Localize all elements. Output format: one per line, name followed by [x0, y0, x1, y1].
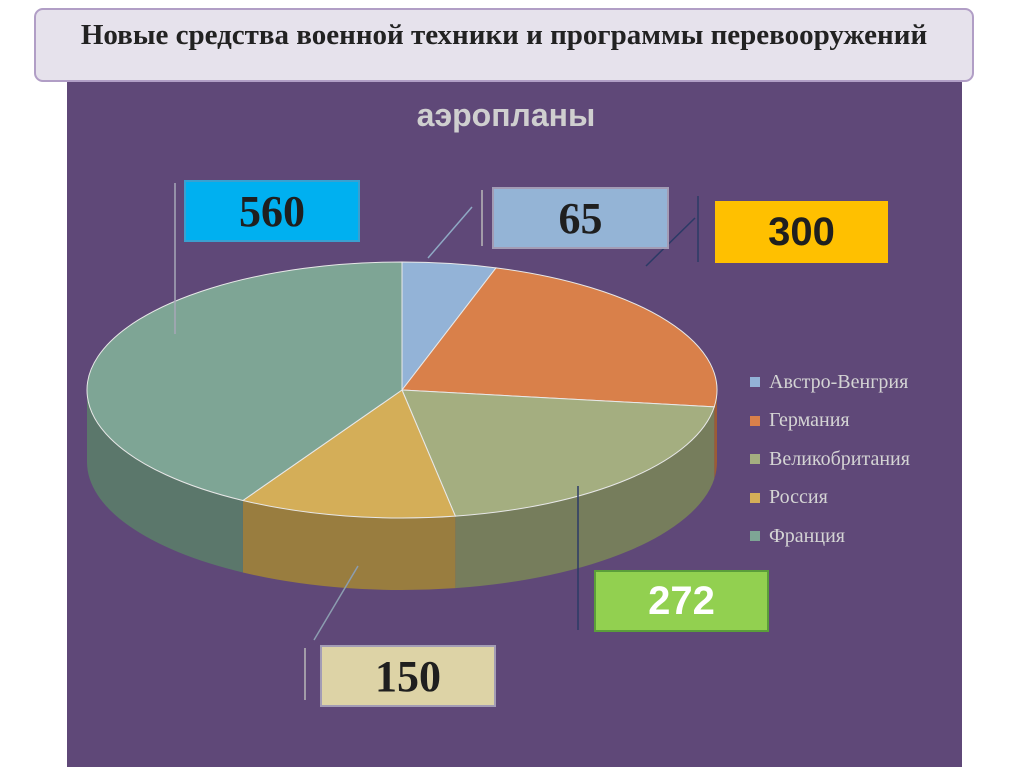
pie-side-frantsiya	[87, 390, 243, 573]
title-box: Новые средства военной техники и програм…	[34, 8, 974, 82]
data-label-velikobritaniya: 272	[594, 570, 769, 632]
pie-sides	[87, 390, 717, 591]
pie-slice-velikobritaniya	[401, 389, 715, 517]
legend-item-avstro-vengriya: Австро-Венгрия	[750, 363, 910, 402]
leader-line-avstro-vengriya	[427, 206, 473, 259]
legend-item-germaniya: Германия	[750, 402, 910, 441]
slide-title: Новые средства военной техники и програм…	[80, 19, 928, 51]
chart-title: аэропланы	[416, 97, 596, 133]
pie-tops	[86, 261, 718, 519]
legend-label: Великобритания	[769, 447, 910, 470]
data-label-germaniya: 300	[715, 201, 888, 263]
leader-lines	[174, 183, 699, 700]
legend: Австро-Венгрия Германия Великобритания Р…	[750, 363, 910, 556]
leader-line-germaniya	[645, 217, 696, 267]
pie-side-rossiya	[242, 500, 456, 591]
pie-side-germaniya	[714, 390, 717, 479]
legend-item-velikobritaniya: Великобритания	[750, 440, 910, 479]
legend-item-rossiya: Россия	[750, 479, 910, 518]
legend-swatch	[750, 492, 760, 503]
legend-label: Россия	[769, 486, 828, 509]
legend-swatch	[750, 377, 760, 388]
legend-swatch	[750, 454, 760, 465]
data-label-rossiya: 150	[320, 645, 496, 707]
pie-slice-rossiya	[241, 389, 457, 519]
legend-swatch	[750, 415, 760, 426]
data-label-frantsiya: 560	[184, 180, 360, 242]
pie-side-velikobritaniya	[455, 406, 715, 589]
legend-label: Германия	[769, 409, 850, 432]
pie-slice-germaniya	[401, 267, 718, 408]
pie-slice-frantsiya	[86, 261, 403, 502]
data-label-avstro-vengriya: 65	[492, 187, 669, 249]
legend-swatch	[750, 531, 760, 542]
leader-line-rossiya	[313, 565, 359, 641]
legend-item-frantsiya: Франция	[750, 517, 910, 556]
legend-label: Франция	[769, 524, 845, 547]
legend-label: Австро-Венгрия	[769, 370, 909, 393]
